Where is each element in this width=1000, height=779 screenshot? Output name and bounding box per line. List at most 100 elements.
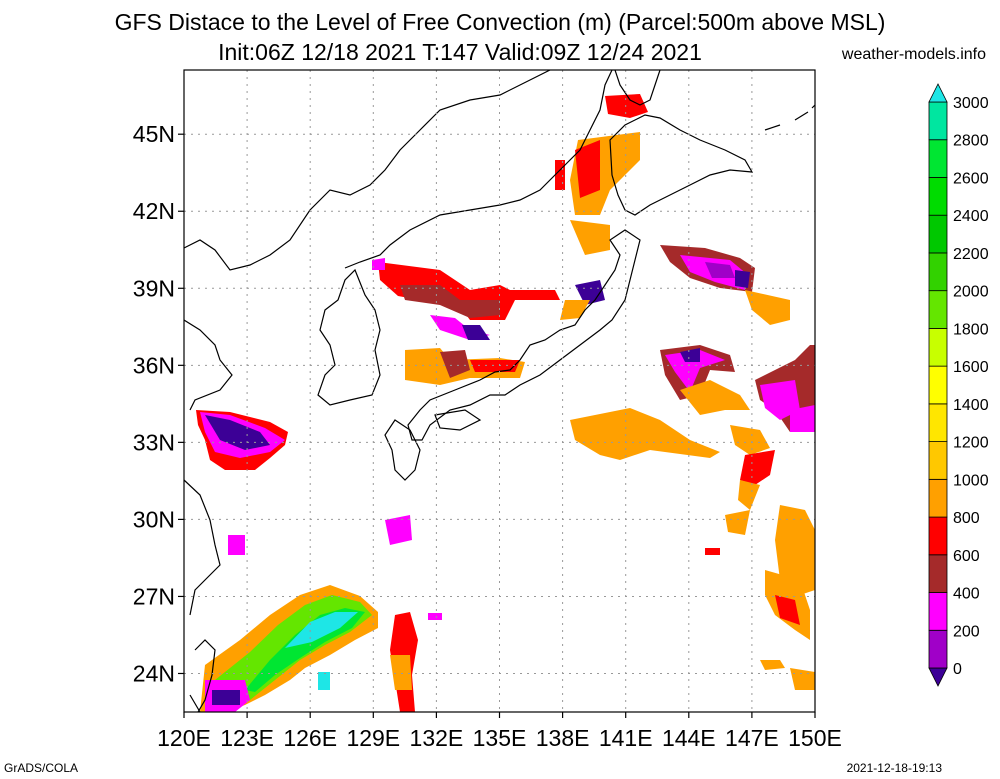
y-tick-label: 39N bbox=[133, 275, 175, 301]
field-region bbox=[740, 450, 775, 485]
field-region bbox=[680, 380, 750, 415]
field-region bbox=[372, 258, 385, 270]
y-tick-label: 24N bbox=[133, 660, 175, 686]
colorbar-swatch bbox=[928, 478, 948, 518]
x-tick-label: 141E bbox=[599, 725, 653, 751]
x-tick-label: 126E bbox=[283, 725, 337, 751]
colorbar-swatch bbox=[928, 139, 948, 178]
colorbar-swatch bbox=[928, 629, 948, 669]
colorbar-swatch bbox=[928, 177, 948, 216]
colorbar-swatch bbox=[928, 252, 948, 292]
field-region bbox=[725, 510, 750, 535]
field-region bbox=[285, 612, 358, 648]
colorbar-label: 2200 bbox=[953, 246, 989, 263]
colorbar-swatch bbox=[928, 554, 948, 593]
x-tick-label: 150E bbox=[788, 725, 842, 751]
y-axis: 24N 27N 30N 33N 36N 39N 42N 45N bbox=[133, 121, 184, 686]
field-region bbox=[318, 672, 330, 690]
field-region bbox=[570, 220, 610, 255]
field-region bbox=[705, 548, 720, 555]
footer-timestamp: 2021-12-18-19:13 bbox=[846, 761, 942, 775]
field-region bbox=[775, 595, 800, 625]
field-region bbox=[760, 660, 785, 670]
colorbar-label: 2400 bbox=[953, 208, 989, 225]
field-region bbox=[790, 668, 815, 690]
x-tick-label: 147E bbox=[725, 725, 779, 751]
field-region bbox=[745, 290, 790, 325]
x-tick-label: 135E bbox=[473, 725, 527, 751]
colorbar: 0 200 400 600 800 1000 1200 1400 1600 1800 2000 220… bbox=[928, 83, 989, 687]
field-region bbox=[205, 415, 270, 450]
field-region bbox=[428, 613, 442, 620]
colorbar-label: 800 bbox=[953, 510, 980, 527]
field-region bbox=[775, 505, 815, 595]
colorbar-over-arrow bbox=[928, 83, 948, 103]
coastline-korea bbox=[344, 70, 613, 269]
colorbar-label: 0 bbox=[953, 661, 962, 678]
field-region bbox=[390, 655, 412, 690]
x-tick-label: 132E bbox=[410, 725, 464, 751]
field-region bbox=[462, 325, 490, 340]
colorbar-label: 400 bbox=[953, 586, 980, 603]
colorbar-swatch bbox=[928, 592, 948, 631]
colorbar-label: 2800 bbox=[953, 133, 989, 150]
colorbar-label: 2000 bbox=[953, 284, 989, 301]
coastline-kurils bbox=[764, 104, 815, 131]
y-tick-label: 36N bbox=[133, 352, 175, 378]
field-region bbox=[680, 348, 700, 362]
colorbar-under-arrow bbox=[928, 667, 948, 687]
colorbar-swatch bbox=[928, 441, 948, 480]
x-tick-label: 129E bbox=[346, 725, 400, 751]
field-region bbox=[378, 262, 560, 320]
colorbar-swatch bbox=[928, 214, 948, 254]
x-tick-label: 138E bbox=[536, 725, 590, 751]
colorbar-swatch bbox=[928, 365, 948, 405]
x-axis: 120E 123E 126E 129E 132E 135E 138E 141E 144E 147E… bbox=[157, 712, 842, 751]
y-tick-label: 27N bbox=[133, 583, 175, 609]
coastline bbox=[184, 70, 815, 712]
coastline-asia bbox=[184, 70, 551, 271]
field-region bbox=[605, 94, 648, 118]
coastline-shikoku-kyushu bbox=[384, 409, 482, 481]
colorbar-swatch bbox=[928, 101, 948, 141]
x-tick-label: 123E bbox=[220, 725, 274, 751]
colorbar-label: 1200 bbox=[953, 435, 989, 452]
x-tick-label: 144E bbox=[662, 725, 716, 751]
y-tick-label: 45N bbox=[133, 121, 175, 147]
colorbar-label: 3000 bbox=[953, 95, 989, 112]
y-tick-label: 42N bbox=[133, 198, 175, 224]
field-region bbox=[570, 408, 720, 460]
footer-credit: GrADS/COLA bbox=[4, 761, 79, 775]
field-region bbox=[665, 350, 725, 392]
coastline-taiwan bbox=[189, 639, 216, 712]
field-region bbox=[385, 515, 412, 545]
field-region bbox=[555, 160, 565, 190]
y-tick-label: 33N bbox=[133, 429, 175, 455]
coastline-hokkaido bbox=[609, 114, 754, 216]
colorbar-label: 1800 bbox=[953, 321, 989, 338]
field-region bbox=[738, 480, 760, 510]
colorbar-swatch bbox=[928, 403, 948, 443]
field-region bbox=[735, 270, 750, 288]
field-region bbox=[790, 405, 815, 432]
coastline-china bbox=[184, 319, 233, 616]
colorbar-label: 1600 bbox=[953, 359, 989, 376]
chart-title: GFS Distace to the Level of Free Convect… bbox=[114, 9, 886, 35]
field-region bbox=[575, 280, 605, 305]
field-region bbox=[212, 690, 240, 705]
field-region bbox=[228, 535, 245, 555]
colorbar-label: 2600 bbox=[953, 170, 989, 187]
chart-subtitle: Init:06Z 12/18 2021 T:147 Valid:09Z 12/2… bbox=[218, 39, 702, 65]
lfc-field bbox=[196, 94, 815, 712]
y-tick-label: 30N bbox=[133, 506, 175, 532]
field-region bbox=[705, 262, 735, 278]
colorbar-label: 1000 bbox=[953, 472, 989, 489]
field-region bbox=[560, 300, 590, 320]
coastline-sakhalin bbox=[614, 70, 661, 106]
field-region bbox=[730, 425, 770, 455]
grid-lines bbox=[184, 70, 815, 712]
colorbar-label: 200 bbox=[953, 623, 980, 640]
field-region bbox=[440, 350, 470, 378]
field-region bbox=[470, 360, 520, 372]
